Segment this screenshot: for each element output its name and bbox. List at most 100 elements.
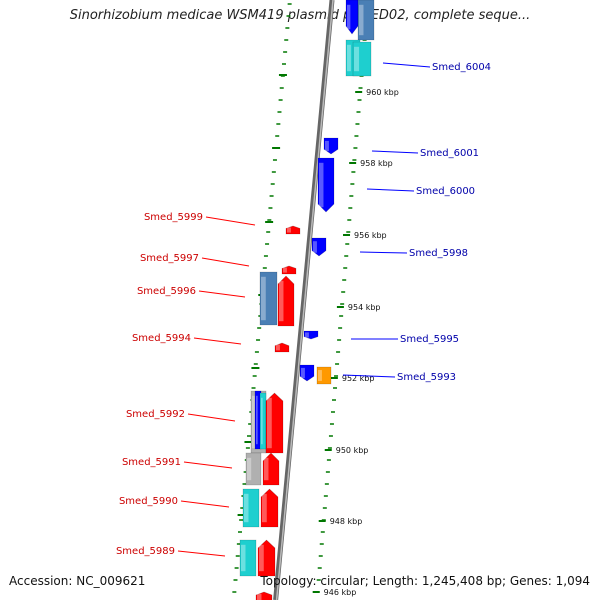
reverse-gene-label: Smed_6004 (432, 62, 491, 73)
reverse-gene-leader (342, 374, 396, 378)
forward-gene (262, 452, 280, 486)
reverse-gene-shape (316, 366, 332, 385)
reverse-gene (316, 366, 332, 385)
scale-tick-label: 958 kbp (360, 159, 393, 168)
scale-tick-label: 950 kbp (336, 446, 369, 455)
forward-gene (259, 271, 278, 326)
reverse-gene-shape (345, 0, 359, 35)
forward-gene-shape (262, 452, 280, 486)
reverse-gene-shine (325, 140, 329, 152)
forward-gene-shine (257, 593, 262, 600)
backbone-highlight (275, 0, 334, 600)
forward-gene-shape (265, 392, 284, 454)
forward-gene-shine (283, 267, 287, 273)
forward-gene-label: Smed_5999 (144, 212, 203, 223)
forward-gene-shine (247, 457, 252, 481)
reverse-gene-label: Smed_5995 (400, 334, 459, 345)
reverse-gene-shape (357, 0, 375, 41)
forward-gene-shape (274, 342, 290, 353)
forward-gene-shine (261, 397, 263, 445)
forward-gene (255, 591, 273, 600)
reverse-gene (317, 157, 335, 213)
forward-gene (245, 452, 262, 486)
forward-gene-label: Smed_5990 (119, 496, 178, 507)
reverse-gene-shine (354, 46, 360, 72)
reverse-gene-leader (371, 150, 419, 154)
forward-gene-leader (183, 461, 233, 469)
reverse-gene-shape (323, 137, 339, 155)
forward-gene-shape (281, 265, 297, 275)
labels-layer: 960 kbp 958 kbp 956 kbp 954 kbp 952 kbp 950 k… (116, 62, 491, 597)
forward-gene-leader (187, 413, 236, 422)
reverse-gene (323, 137, 339, 155)
forward-gene-shine (287, 227, 291, 233)
reverse-gene-shine (318, 370, 322, 381)
backbone-layer (273, 0, 335, 600)
forward-gene-shine (261, 276, 266, 321)
forward-gene-shape (239, 539, 257, 577)
forward-gene-shape (260, 488, 279, 528)
reverse-gene (311, 237, 327, 257)
forward-gene-shine (241, 544, 246, 572)
scale-tick-label: 952 kbp (342, 374, 375, 383)
forward-gene-leader (177, 550, 226, 557)
forward-gene (257, 539, 276, 577)
forward-gene-shape (245, 452, 262, 486)
forward-gene-label: Smed_5992 (126, 409, 185, 420)
reverse-gene-shine (313, 241, 317, 253)
forward-gene (285, 225, 301, 235)
forward-gene-leader (205, 216, 256, 226)
forward-gene-shape (257, 539, 276, 577)
scale-tick-label: 954 kbp (348, 303, 381, 312)
forward-gene (265, 392, 284, 454)
forward-gene-shape (277, 275, 295, 327)
reverse-gene (345, 0, 359, 35)
reverse-gene-label: Smed_6001 (420, 148, 479, 159)
forward-gene-shine (256, 395, 258, 445)
forward-gene-label: Smed_5989 (116, 546, 175, 557)
forward-gene-shine (267, 397, 272, 449)
forward-gene-leader (193, 337, 242, 345)
reverse-gene-leader (366, 188, 415, 192)
forward-gene (281, 265, 297, 275)
forward-gene-shine (279, 280, 284, 322)
forward-gene-shine (276, 344, 280, 351)
reverse-gene (303, 330, 319, 340)
accession-text: Accession: NC_009621 (9, 574, 146, 588)
forward-gene (259, 392, 267, 450)
reverse-gene-shape (352, 41, 372, 77)
forward-gene (274, 342, 290, 353)
forward-gene (239, 539, 257, 577)
forward-gene-leader (201, 257, 250, 267)
reverse-gene-label: Smed_5998 (409, 248, 468, 259)
reverse-gene-shape (303, 330, 319, 340)
forward-gene-shape (259, 271, 278, 326)
reverse-gene-leader (359, 251, 408, 254)
backbone-line (273, 0, 335, 600)
forward-gene-shape (285, 225, 301, 235)
reverse-gene-label: Smed_5993 (397, 372, 456, 383)
forward-gene-shine (252, 395, 257, 449)
scale-tick-label: 956 kbp (354, 231, 387, 240)
scale-tick-label: 960 kbp (366, 88, 399, 97)
forward-gene-shape (255, 591, 273, 600)
reverse-gene-shine (359, 4, 364, 36)
reverse-gene-shape (299, 364, 315, 382)
features-layer (239, 0, 375, 600)
map-title: Sinorhizobium medicae WSM419 plasmid pSM… (69, 8, 531, 23)
forward-gene-label: Smed_5996 (137, 286, 196, 297)
reverse-gene-shine (347, 4, 351, 30)
forward-gene-leader (180, 500, 230, 508)
reverse-gene-leader (382, 62, 431, 68)
reverse-gene-shine (319, 162, 324, 208)
forward-gene-shine (262, 493, 267, 523)
reverse-gene-shine (347, 44, 351, 72)
reverse-gene-shape (317, 157, 335, 213)
reverse-gene-label: Smed_6000 (416, 186, 475, 197)
forward-gene-shine (259, 544, 264, 572)
scale-tick-label: 948 kbp (330, 517, 363, 526)
scale-tick-label: 946 kbp (324, 588, 357, 597)
forward-gene-leader (198, 290, 246, 298)
topology-summary-text: Topology: circular; Length: 1,245,408 bp… (260, 574, 590, 588)
